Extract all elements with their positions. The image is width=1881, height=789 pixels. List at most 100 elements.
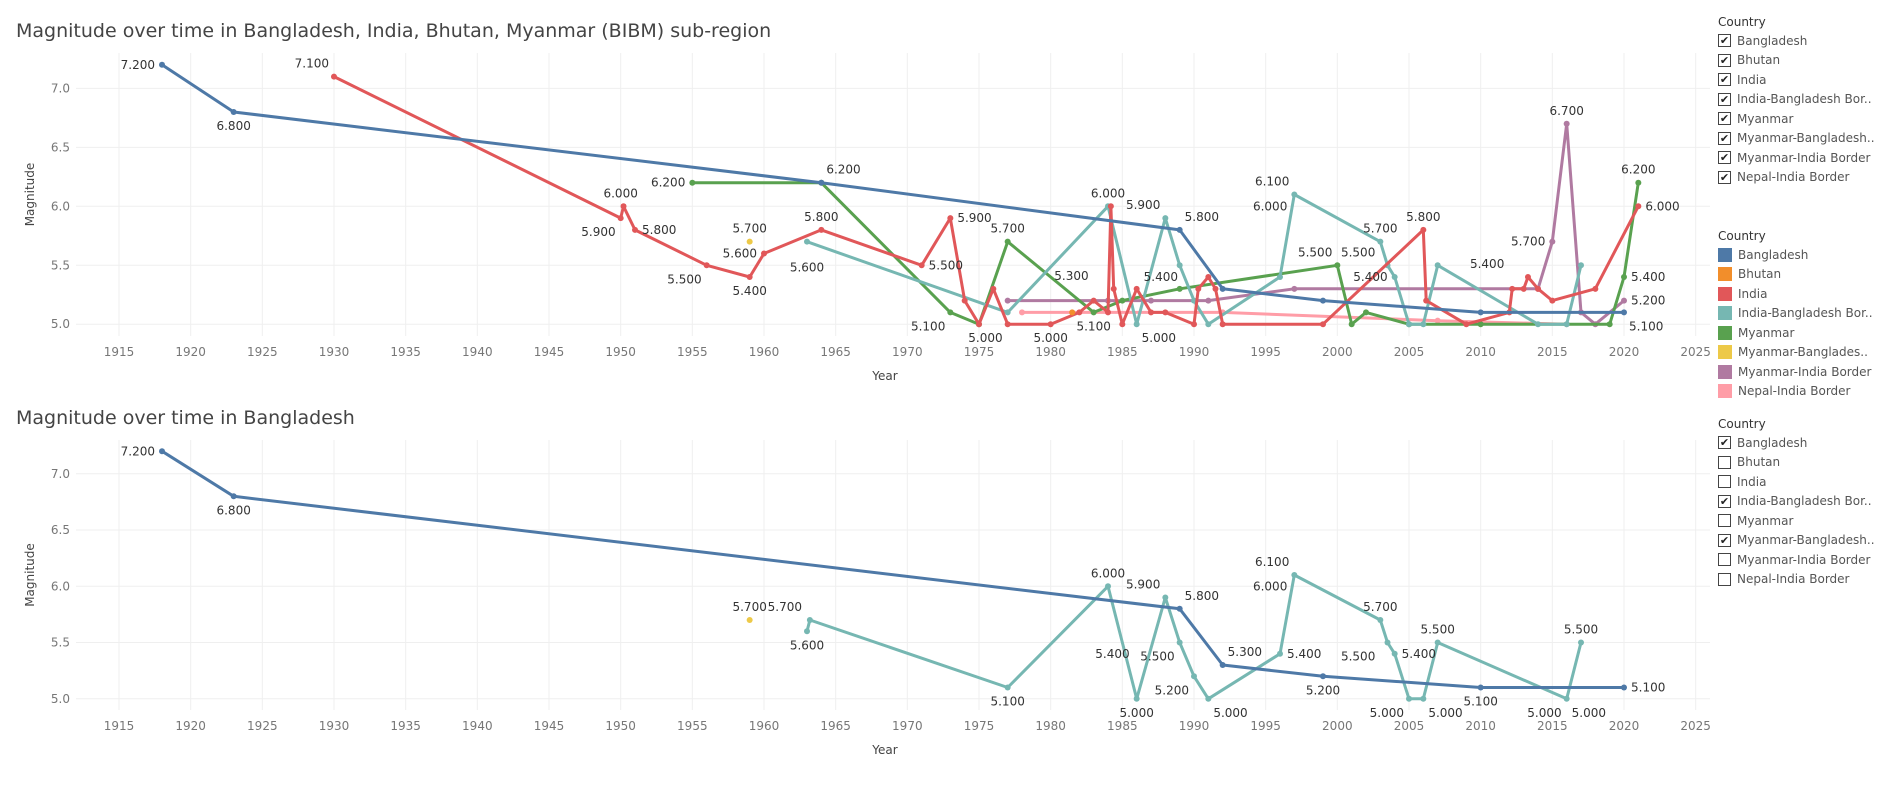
chart-2-point-india-bangladesh-border[interactable] — [1205, 695, 1212, 702]
chart-1-point-india[interactable] — [632, 226, 638, 233]
chart-1-point-bangladesh[interactable] — [1320, 297, 1326, 304]
chart-1-point-india[interactable] — [1047, 321, 1054, 328]
color-legend-item-bhutan[interactable]: Bhutan — [1718, 265, 1873, 285]
chart-1-point-india-bangladesh-border[interactable] — [1176, 262, 1183, 269]
chart-1-point-india-bangladesh-border[interactable] — [1420, 321, 1427, 328]
color-legend-item-myanmar-bangladesh-border[interactable]: Myanmar-Banglades.. — [1718, 343, 1873, 363]
filter-2-item-india[interactable]: India — [1718, 472, 1875, 492]
chart-2-point-india-bangladesh-border[interactable] — [1191, 673, 1197, 680]
chart-1-point-bangladesh[interactable] — [1621, 309, 1627, 316]
chart-1-point-india[interactable] — [1191, 321, 1197, 328]
chart-1-point-india[interactable] — [1195, 285, 1202, 292]
chart-1-point-bangladesh[interactable] — [159, 61, 165, 68]
chart-1-point-nepal-india-border[interactable] — [1019, 309, 1025, 316]
chart-2-point-india-bangladesh-border[interactable] — [1291, 572, 1298, 578]
checkbox-icon[interactable]: ✔ — [1718, 34, 1731, 48]
color-legend-item-nepal-india-border[interactable]: Nepal-India Border — [1718, 382, 1873, 402]
chart-1-point-india[interactable] — [1105, 309, 1111, 316]
chart-1-point-myanmar-india-border[interactable] — [1004, 297, 1011, 304]
filter-2-item-nepal-india-border[interactable]: Nepal-India Border — [1718, 570, 1875, 590]
chart-1-point-india[interactable] — [761, 250, 767, 257]
chart-2-point-india-bangladesh-border[interactable] — [1406, 695, 1412, 702]
chart-1-point-india[interactable] — [976, 321, 982, 328]
chart-1-point-india-bangladesh-border[interactable] — [1004, 309, 1011, 316]
checkbox-icon[interactable]: ✔ — [1718, 494, 1731, 508]
chart-1-point-india[interactable] — [1535, 285, 1541, 292]
chart-1-point-india[interactable] — [1119, 321, 1126, 328]
chart-1-point-myanmar[interactable] — [1477, 321, 1484, 328]
chart-2-point-bangladesh[interactable] — [159, 448, 165, 455]
checkbox-icon[interactable]: ✔ — [1718, 533, 1731, 547]
chart-1-point-myanmar[interactable] — [1004, 238, 1011, 245]
chart-1-series-myanmar[interactable] — [690, 181, 1640, 326]
chart-1-point-india[interactable] — [1004, 321, 1011, 328]
chart-1-point-myanmar[interactable] — [1348, 321, 1355, 328]
chart-2-point-bangladesh[interactable] — [1320, 673, 1326, 680]
filter-1-item-myanmar-bangladesh-border[interactable]: ✔ Myanmar-Bangladesh.. — [1718, 129, 1875, 149]
chart-1-point-india[interactable] — [703, 262, 710, 269]
checkbox-icon[interactable]: ✔ — [1718, 436, 1731, 450]
chart-1-point-myanmar[interactable] — [1119, 297, 1126, 304]
chart-2-point-india-bangladesh-border[interactable] — [804, 628, 810, 635]
checkbox-icon[interactable]: ✔ — [1718, 170, 1731, 184]
checkbox-icon[interactable]: ✔ — [1718, 73, 1731, 87]
chart-2-point-india-bangladesh-border[interactable] — [1377, 617, 1384, 623]
filter-2-item-bangladesh[interactable]: ✔ Bangladesh — [1718, 433, 1875, 453]
filter-2-item-myanmar[interactable]: Myanmar — [1718, 511, 1875, 531]
chart-1-point-nepal-india-border[interactable] — [1434, 317, 1441, 324]
chart-2-point-india-bangladesh-border[interactable] — [1384, 639, 1391, 646]
chart-2-point-india-bangladesh-border[interactable] — [1105, 583, 1111, 590]
chart-2-point-india-bangladesh-border[interactable] — [1176, 639, 1183, 646]
chart-1-point-myanmar[interactable] — [1363, 309, 1369, 316]
chart-1-point-india[interactable] — [1520, 285, 1527, 292]
filter-1-item-bhutan[interactable]: ✔ Bhutan — [1718, 51, 1875, 71]
chart-1-point-india[interactable] — [1212, 285, 1219, 292]
filter-1-item-bangladesh[interactable]: ✔ Bangladesh — [1718, 31, 1875, 51]
filter-2-item-myanmar-bangladesh-border[interactable]: ✔ Myanmar-Bangladesh.. — [1718, 531, 1875, 551]
filter-1-item-india-bangladesh-border[interactable]: ✔ India-Bangladesh Bor.. — [1718, 90, 1875, 110]
checkbox-icon[interactable] — [1718, 475, 1731, 489]
chart-1-point-india[interactable] — [617, 215, 624, 222]
filter-1-item-myanmar-india-border[interactable]: ✔ Myanmar-India Border — [1718, 148, 1875, 168]
chart-1-point-india-bangladesh-border[interactable] — [1205, 321, 1212, 328]
color-legend-item-bangladesh[interactable]: Bangladesh — [1718, 245, 1873, 265]
chart-1-point-india[interactable] — [1076, 309, 1083, 316]
chart-1-point-india[interactable] — [990, 285, 997, 292]
chart-1-point-india-bangladesh-border[interactable] — [1563, 321, 1570, 328]
chart-2-point-india-bangladesh-border[interactable] — [1434, 639, 1441, 646]
chart-2-point-india-bangladesh-border[interactable] — [1578, 639, 1584, 646]
filter-1-item-myanmar[interactable]: ✔ Myanmar — [1718, 109, 1875, 129]
chart-1-point-india-bangladesh-border[interactable] — [1391, 274, 1398, 281]
chart-1-point-india[interactable] — [1090, 297, 1097, 304]
chart-2-point-myanmar-bangladesh-border[interactable] — [746, 617, 753, 623]
chart-2-point-india-bangladesh-border[interactable] — [1004, 684, 1011, 691]
chart-2-point-india-bangladesh-border[interactable] — [1133, 695, 1140, 702]
chart-1-point-india[interactable] — [1549, 297, 1556, 304]
chart-1-point-myanmar[interactable] — [1621, 274, 1627, 281]
chart-1-point-myanmar[interactable] — [1090, 309, 1097, 316]
chart-2-point-india-bangladesh-border[interactable] — [1277, 650, 1283, 657]
chart-1-series-india[interactable] — [332, 75, 1640, 326]
chart-1-point-india[interactable] — [1133, 285, 1140, 292]
chart-1-point-myanmar[interactable] — [1176, 285, 1183, 292]
chart-1-point-india-bangladesh-border[interactable] — [1291, 191, 1298, 198]
filter-2-item-india-bangladesh-border[interactable]: ✔ India-Bangladesh Bor.. — [1718, 492, 1875, 512]
chart-1-point-india[interactable] — [1320, 321, 1326, 328]
chart-1-point-myanmar-bangladesh-border[interactable] — [746, 238, 753, 245]
checkbox-icon[interactable]: ✔ — [1718, 131, 1731, 145]
color-legend-item-india-bangladesh-border[interactable]: India-Bangladesh Bor.. — [1718, 304, 1873, 324]
chart-2-point-bangladesh[interactable] — [1176, 605, 1183, 612]
chart-1-point-india[interactable] — [1635, 203, 1642, 210]
chart-1-point-myanmar[interactable] — [689, 179, 696, 186]
checkbox-icon[interactable]: ✔ — [1718, 92, 1731, 106]
chart-2-point-india-bangladesh-border[interactable] — [1391, 650, 1398, 657]
chart-1-point-india[interactable] — [1110, 285, 1117, 292]
chart-1-point-myanmar-india-border[interactable] — [1549, 238, 1556, 245]
chart-1-point-myanmar[interactable] — [947, 309, 954, 316]
chart-1-point-india[interactable] — [1509, 285, 1516, 292]
chart-2-point-bangladesh[interactable] — [1621, 684, 1627, 691]
chart-1-point-india[interactable] — [1107, 203, 1114, 210]
chart-1-point-india-bangladesh-border[interactable] — [1162, 215, 1169, 222]
chart-1-point-india[interactable] — [1420, 226, 1427, 233]
filter-1-item-india[interactable]: ✔ India — [1718, 70, 1875, 90]
